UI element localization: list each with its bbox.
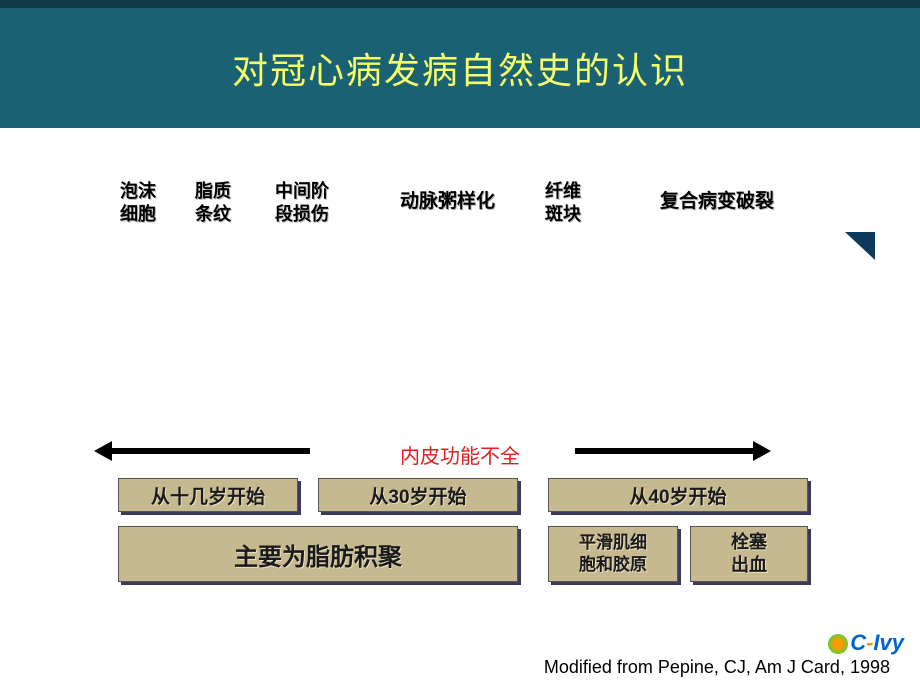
desc-box-thrombosis: 栓塞 出血 xyxy=(690,526,808,582)
citation-text: Modified from Pepine, CJ, Am J Card, 199… xyxy=(544,657,890,678)
logo-icon xyxy=(828,634,848,654)
stage-intermediate: 中间阶 段损伤 xyxy=(275,180,329,227)
stage-text: 纤维 xyxy=(545,181,581,201)
stage-text: 细胞 xyxy=(120,204,156,224)
stage-text: 泡沫 xyxy=(120,181,156,201)
stage-foam-cell: 泡沫 细胞 xyxy=(120,180,156,227)
desc-text: 平滑肌细 xyxy=(579,533,647,552)
desc-text: 栓塞 xyxy=(731,532,767,552)
desc-box-smooth-muscle: 平滑肌细 胞和胶原 xyxy=(548,526,678,582)
age-box-30: 从30岁开始 xyxy=(318,478,518,512)
age-box-40: 从40岁开始 xyxy=(548,478,808,512)
endothelial-label: 内皮功能不全 xyxy=(0,440,920,469)
stage-text: 段损伤 xyxy=(275,204,329,224)
desc-text: 胞和胶原 xyxy=(579,555,647,574)
logo-c: C xyxy=(850,630,866,655)
stage-text: 脂质 xyxy=(195,181,231,201)
title-header: 对冠心病发病自然史的认识 xyxy=(0,0,920,128)
age-box-teens: 从十几岁开始 xyxy=(118,478,298,512)
stage-text: 斑块 xyxy=(545,204,581,224)
desc-box-fat: 主要为脂肪积聚 xyxy=(118,526,518,582)
arrow-right-icon xyxy=(575,448,755,454)
c-ivy-logo: C-Ivy xyxy=(828,630,904,656)
desc-text: 出血 xyxy=(731,555,767,575)
stage-text: 条纹 xyxy=(195,204,231,224)
stage-atheroma: 动脉粥样化 xyxy=(400,190,495,215)
stage-rupture: 复合病变破裂 xyxy=(660,190,774,215)
corner-triangle-icon xyxy=(845,232,875,260)
stage-fatty-streak: 脂质 条纹 xyxy=(195,180,231,227)
arrow-left-icon xyxy=(110,448,310,454)
slide-title: 对冠心病发病自然史的认识 xyxy=(232,42,688,94)
logo-ivy: Ivy xyxy=(873,630,904,655)
stage-fibrous-plaque: 纤维 斑块 xyxy=(545,180,581,227)
stage-text: 中间阶 xyxy=(275,181,329,201)
